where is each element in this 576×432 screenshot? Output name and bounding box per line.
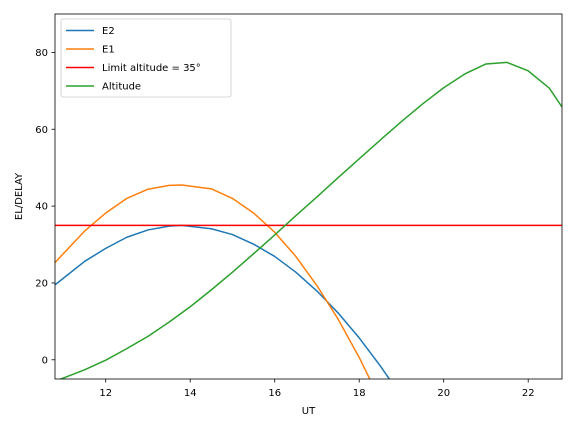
x-tick-label: 18 [353,388,366,399]
plot-frame [54,13,563,380]
x-axis-label: UT [302,406,316,417]
series-line-0 [55,224,391,379]
y-tick-label: 20 [35,279,48,290]
y-tick-label: 60 [35,125,48,136]
x-tick-label: 22 [522,388,535,399]
y-tick-label: 80 [35,48,48,59]
series-line-3 [58,61,562,379]
y-axis: 0 20 40 60 80 [35,48,55,366]
x-tick-label: 14 [184,388,197,399]
legend-label-3: Altitude [102,82,141,93]
x-tick-label: 20 [437,388,450,399]
legend: E2 E1 Limit altitude = 35° Altitude [60,18,232,98]
legend-label-1: E1 [102,45,115,56]
y-tick-label: 0 [42,355,48,366]
y-axis-label: EL/DELAY [14,172,25,220]
y-tick-label: 40 [35,202,48,213]
legend-label-0: E2 [102,26,115,37]
legend-box [60,18,232,98]
legend-label-2: Limit altitude = 35° [102,63,201,74]
series-layer [55,61,562,379]
series-line-1 [55,184,371,379]
x-tick-label: 12 [99,388,112,399]
x-tick-label: 16 [268,388,281,399]
x-axis: 12 14 16 18 20 22 [99,379,535,399]
